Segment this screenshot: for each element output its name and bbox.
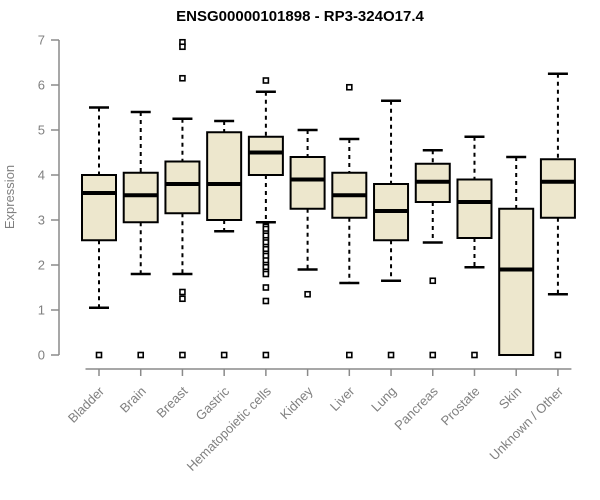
outlier-point (179, 288, 186, 296)
outlier-point (429, 277, 437, 285)
y-tick-label: 5 (38, 123, 45, 138)
outlier-point (137, 351, 145, 359)
outlier-point (179, 351, 186, 359)
outlier-point (262, 77, 270, 84)
x-tick-label: Unknown / Other (486, 383, 566, 463)
outlier-point (554, 351, 562, 359)
outlier-point (387, 351, 395, 359)
outlier-point (262, 351, 270, 359)
boxplot-kidney (289, 128, 326, 298)
x-tick-label: Liver (327, 383, 358, 414)
x-tick-label: Pancreas (391, 383, 441, 433)
y-tick-label: 0 (38, 348, 45, 363)
y-axis-label: Expression (2, 165, 17, 229)
iqr-box (206, 131, 243, 221)
outlier-point (179, 43, 186, 51)
x-tick-label: Kidney (277, 383, 316, 422)
y-tick-label: 2 (38, 258, 45, 273)
outlier-point (262, 270, 270, 278)
y-tick-label: 6 (38, 78, 45, 93)
iqr-box (122, 171, 159, 224)
boxplot-lung (373, 99, 410, 359)
boxplot-liver (331, 83, 368, 359)
boxplot-skin (498, 155, 535, 356)
boxplot-bladder (81, 106, 117, 359)
boxplot-breast (164, 38, 201, 359)
y-tick-label: 1 (38, 303, 45, 318)
iqr-box (81, 174, 117, 242)
boxplot-pancreas (414, 149, 451, 359)
x-tick-label: Gastric (193, 383, 233, 423)
outlier-point (220, 351, 228, 359)
y-tick-label: 7 (38, 33, 45, 48)
x-tick-label: Skin (496, 384, 524, 412)
outlier-point (346, 83, 353, 91)
iqr-box (539, 158, 576, 219)
iqr-box (498, 207, 535, 356)
y-tick-label: 4 (38, 168, 45, 183)
outlier-point (95, 351, 103, 359)
boxplot-unknown-other (539, 72, 576, 359)
iqr-box (164, 160, 201, 215)
x-tick-label: Prostate (438, 384, 483, 429)
boxplot-hematopoietic-cells (247, 77, 284, 359)
chart-title: ENSG00000101898 - RP3-324O17.4 (176, 8, 424, 25)
boxplot-gastric (206, 119, 243, 359)
outlier-point (346, 351, 353, 359)
iqr-box (456, 178, 493, 239)
outlier-point (262, 284, 270, 291)
outlier-point (262, 297, 270, 305)
outlier-point (471, 351, 478, 359)
boxplot-prostate (456, 135, 493, 359)
iqr-box (247, 135, 284, 176)
x-tick-label: Bladder (65, 383, 108, 426)
outlier-point (429, 351, 437, 359)
outlier-point (179, 295, 186, 303)
x-tick-label: Lung (368, 384, 399, 415)
boxplot-brain (122, 110, 159, 359)
outlier-point (179, 74, 186, 82)
x-tick-label: Breast (153, 383, 190, 420)
x-tick-label: Brain (117, 384, 149, 416)
y-tick-label: 3 (38, 213, 45, 228)
outlier-point (304, 290, 311, 298)
iqr-box (289, 156, 326, 210)
